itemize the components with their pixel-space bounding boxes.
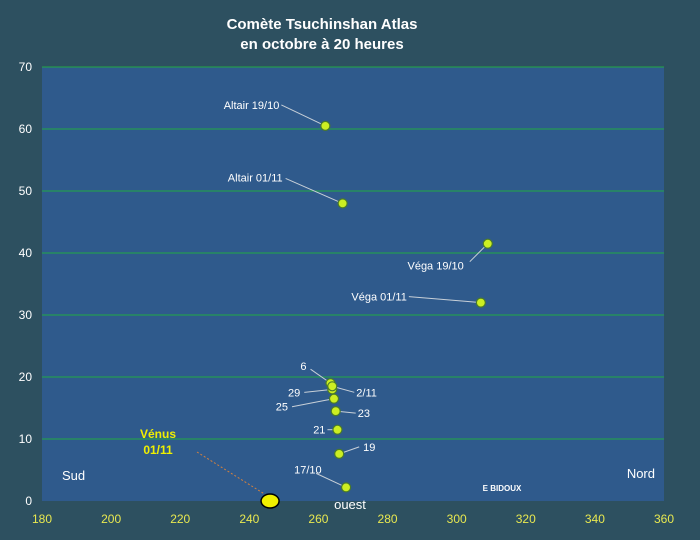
comet-point-label: 6 bbox=[300, 361, 306, 373]
sud-label: Sud bbox=[62, 468, 85, 483]
credit-label: E BIDOUX bbox=[483, 484, 522, 493]
star-point bbox=[482, 238, 493, 249]
x-tick-label: 240 bbox=[239, 512, 259, 526]
star-point bbox=[337, 198, 348, 209]
comet-point-label: 17/10 bbox=[294, 464, 322, 476]
comet-point bbox=[340, 482, 352, 493]
x-tick-label: 320 bbox=[516, 512, 536, 526]
comet-point-label: 21 bbox=[313, 425, 325, 437]
x-tick-label: 220 bbox=[170, 512, 190, 526]
x-tick-label: 180 bbox=[32, 512, 52, 526]
x-tick-label: 340 bbox=[585, 512, 605, 526]
comet-point-label: 2/11 bbox=[356, 387, 377, 399]
y-tick-label: 50 bbox=[19, 184, 33, 198]
comet-point-label: 25 bbox=[276, 402, 288, 414]
y-tick-label: 70 bbox=[19, 60, 33, 74]
comet-point bbox=[328, 393, 340, 404]
venus-label-line1: Vénus bbox=[140, 427, 176, 441]
comet-point bbox=[330, 406, 341, 417]
star-point-label: Véga 19/10 bbox=[407, 261, 463, 273]
comet-point-label: 23 bbox=[358, 408, 370, 420]
venus-leader-line bbox=[196, 451, 267, 496]
y-tick-label: 0 bbox=[25, 494, 32, 508]
nord-label: Nord bbox=[627, 466, 655, 481]
y-tick-label: 40 bbox=[19, 246, 33, 260]
comet-point bbox=[334, 448, 345, 459]
comet-point-label: 29 bbox=[288, 387, 300, 399]
chart-title-line1: Comète Tsuchinshan Atlas bbox=[227, 16, 418, 33]
x-tick-label: 280 bbox=[378, 512, 398, 526]
venus-label-line2: 01/11 bbox=[143, 443, 173, 457]
star-point-label: Véga 01/11 bbox=[351, 292, 406, 304]
star-point bbox=[320, 120, 331, 132]
x-tick-label: 200 bbox=[101, 512, 121, 526]
star-point-label: Altair 01/11 bbox=[228, 172, 283, 184]
chart-title-line2: en octobre à 20 heures bbox=[240, 36, 403, 53]
x-tick-label: 260 bbox=[308, 512, 328, 526]
y-tick-label: 20 bbox=[19, 370, 33, 384]
venus-point bbox=[260, 493, 280, 509]
star-point bbox=[475, 297, 486, 308]
star-point-label: Altair 19/10 bbox=[224, 100, 280, 112]
comet-point-label: 19 bbox=[363, 442, 375, 454]
y-tick-label: 60 bbox=[19, 122, 33, 136]
y-tick-label: 30 bbox=[19, 308, 33, 322]
y-tick-label: 10 bbox=[19, 432, 33, 446]
comet-point bbox=[327, 381, 338, 392]
comet-point bbox=[332, 424, 343, 435]
x-tick-label: 300 bbox=[447, 512, 467, 526]
ouest-label: ouest bbox=[334, 497, 366, 512]
plot-area bbox=[42, 67, 664, 501]
x-tick-label: 360 bbox=[654, 512, 674, 526]
